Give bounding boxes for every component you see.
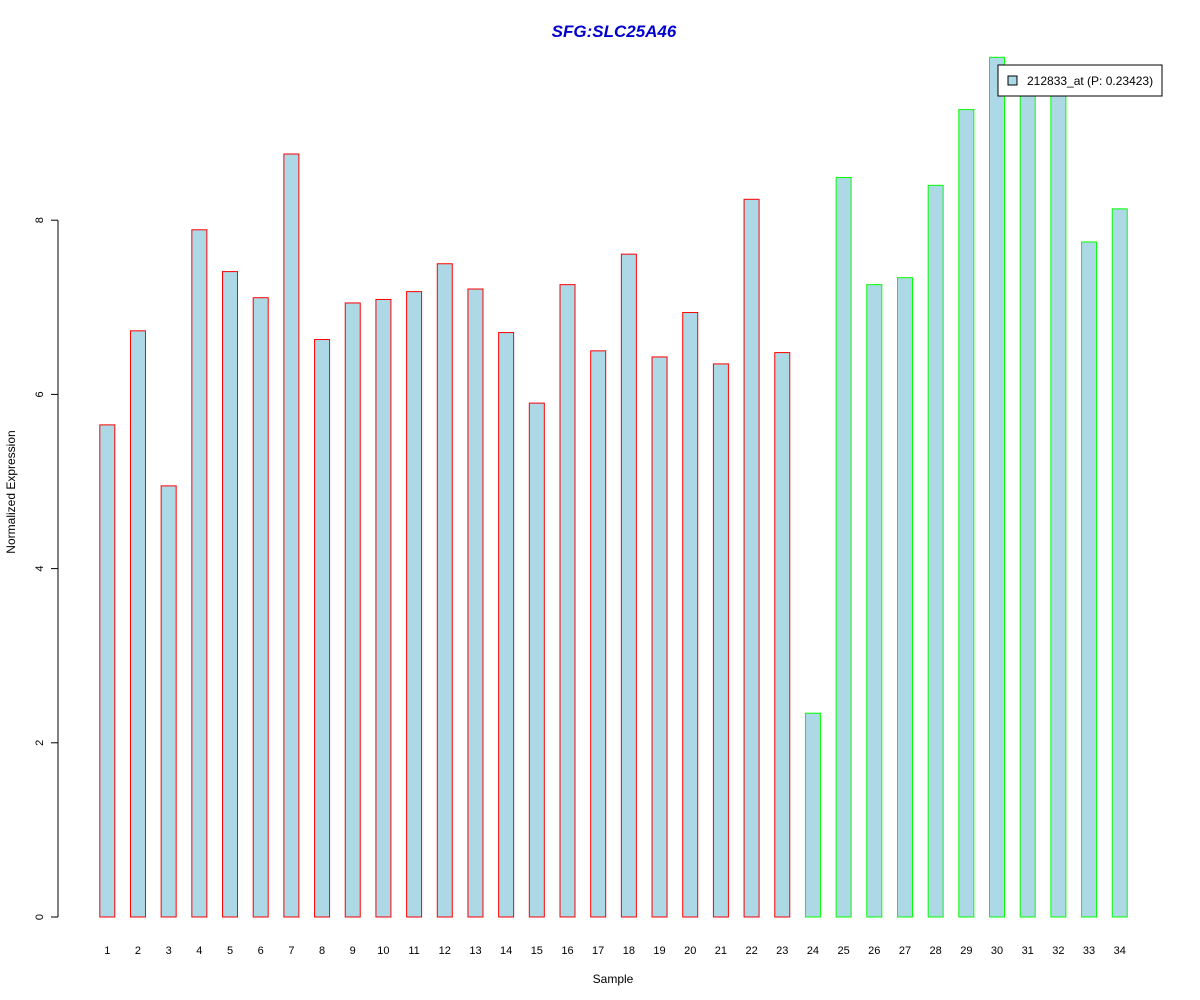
legend: 212833_at (P: 0.23423)	[997, 64, 1163, 97]
bar-sample-20	[682, 312, 699, 918]
y-axis: 0 2 4 6 8	[34, 217, 59, 920]
bar-sample-29	[958, 109, 975, 918]
x-tick-label: 18	[623, 945, 635, 957]
bar-sample-30	[989, 56, 1006, 918]
bar-sample-28	[927, 184, 944, 918]
bar-sample-11	[406, 291, 423, 918]
x-tick-label: 20	[684, 945, 696, 957]
bar-sample-33	[1081, 241, 1098, 918]
bars	[99, 56, 1128, 918]
legend-label: 212833_at (P: 0.23423)	[1027, 74, 1153, 88]
x-tick-label: 26	[868, 945, 880, 957]
bar-sample-21	[712, 363, 729, 918]
bar-sample-13	[467, 288, 484, 918]
x-tick-label: 5	[227, 945, 233, 957]
bar-sample-31	[1019, 89, 1036, 918]
bar-sample-7	[283, 153, 300, 918]
bar-sample-26	[866, 284, 883, 918]
bar-sample-8	[314, 339, 331, 918]
bar-sample-23	[774, 352, 791, 918]
x-tick-label: 11	[408, 945, 419, 957]
y-tick-label: 4	[34, 566, 46, 572]
bar-sample-32	[1050, 89, 1067, 918]
bar-sample-17	[590, 350, 607, 918]
bar-sample-2	[129, 330, 146, 918]
x-tick-label: 6	[258, 945, 264, 957]
x-tick-label: 13	[469, 945, 481, 957]
bar-sample-5	[222, 271, 239, 918]
bar-sample-1	[99, 424, 116, 918]
legend-box	[997, 64, 1163, 97]
x-tick-label: 9	[350, 945, 356, 957]
x-tick-label: 33	[1083, 945, 1095, 957]
legend-swatch	[1007, 75, 1018, 86]
x-axis-label: Sample	[593, 972, 634, 986]
bar-sample-3	[160, 485, 177, 918]
bar-sample-10	[375, 298, 392, 918]
bar-sample-16	[559, 284, 576, 918]
x-tick-label: 31	[1022, 945, 1034, 957]
bar-sample-18	[620, 253, 637, 918]
bar-sample-6	[252, 297, 269, 918]
x-tick-label: 10	[377, 945, 389, 957]
x-tick-label: 32	[1052, 945, 1064, 957]
x-tick-label: 23	[776, 945, 788, 957]
y-tick-label: 8	[34, 217, 46, 223]
bar-sample-25	[835, 177, 852, 918]
bar-sample-4	[191, 229, 208, 918]
bar-sample-24	[804, 712, 821, 918]
bar-sample-15	[528, 402, 545, 918]
x-tick-label: 2	[135, 945, 141, 957]
y-tick-label: 6	[34, 391, 46, 397]
x-tick-label: 28	[930, 945, 942, 957]
x-tick-label: 16	[561, 945, 573, 957]
x-tick-labels: 1 2 3 4 5 6 7 8 9 10 11 12 13 14 15 16 17 18 19 20 21 22 23 24 2…	[104, 945, 1126, 957]
x-tick-label: 15	[531, 945, 543, 957]
x-tick-label: 1	[104, 945, 110, 957]
bar-sample-22	[743, 198, 760, 918]
x-tick-label: 30	[991, 945, 1003, 957]
x-tick-label: 4	[196, 945, 202, 957]
bar-sample-9	[344, 302, 361, 918]
x-tick-label: 21	[715, 945, 727, 957]
y-tick-label: 2	[34, 740, 46, 746]
x-tick-label: 12	[439, 945, 451, 957]
x-tick-label: 7	[288, 945, 294, 957]
bar-sample-27	[896, 277, 913, 918]
bar-sample-14	[498, 332, 515, 918]
y-axis-label: Normalized Expression	[4, 430, 18, 553]
bar-sample-34	[1111, 208, 1128, 918]
y-tick-label: 0	[34, 914, 46, 920]
x-tick-label: 3	[166, 945, 172, 957]
x-tick-label: 24	[807, 945, 819, 957]
bar-sample-12	[436, 263, 453, 918]
x-tick-label: 8	[319, 945, 325, 957]
chart-title: SFG:SLC25A46	[552, 22, 677, 41]
x-tick-label: 14	[500, 945, 512, 957]
x-tick-label: 17	[592, 945, 604, 957]
x-tick-label: 34	[1114, 945, 1126, 957]
x-tick-label: 22	[745, 945, 757, 957]
x-tick-label: 25	[837, 945, 849, 957]
x-tick-label: 29	[960, 945, 972, 957]
x-tick-label: 19	[653, 945, 665, 957]
bar-sample-19	[651, 356, 668, 918]
x-tick-label: 27	[899, 945, 911, 957]
